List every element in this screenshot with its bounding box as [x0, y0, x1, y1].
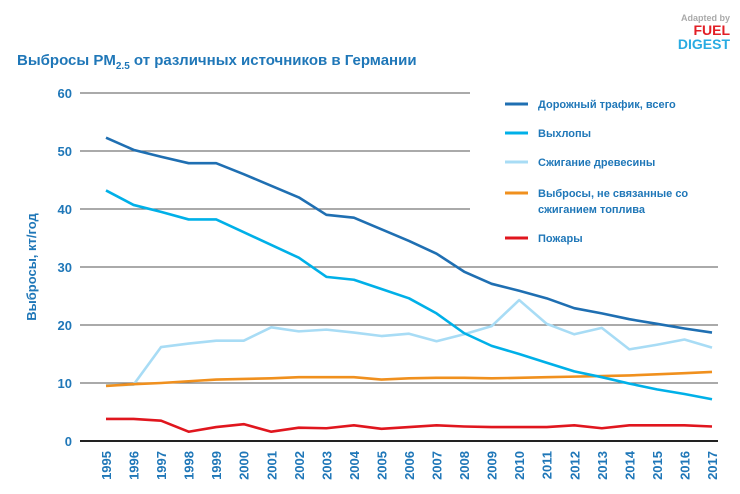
x-tick-label: 2006 [402, 451, 417, 480]
x-tick-label: 2000 [237, 451, 252, 480]
x-tick-label: 2010 [512, 451, 527, 480]
y-tick-label: 0 [65, 434, 72, 449]
x-tick-label: 2015 [650, 451, 665, 480]
x-tick-label: 2007 [430, 451, 445, 480]
legend-label: Выбросы, не связанные со [538, 188, 688, 200]
x-tick-label: 2004 [347, 450, 362, 480]
x-tick-label: 2013 [595, 451, 610, 480]
chart-title: Выбросы PM2.5 от различных источников в … [17, 52, 417, 72]
logo-fuel: FUEL [693, 22, 730, 38]
x-tick-label: 2003 [319, 451, 334, 480]
x-tick-label: 2011 [540, 451, 555, 479]
x-tick-label: 2005 [374, 451, 389, 480]
logo-adapted: Adapted by [680, 13, 730, 23]
x-tick-label: 2017 [705, 451, 720, 480]
y-tick-label: 20 [58, 318, 72, 333]
x-tick-label: 2012 [567, 451, 582, 480]
y-axis-label: Выбросы, кт/год [24, 212, 39, 320]
x-tick-label: 2001 [264, 451, 279, 480]
y-tick-label: 30 [58, 260, 72, 275]
x-tick-label: 2009 [485, 451, 500, 480]
series-line [105, 298, 713, 387]
series-line [106, 417, 713, 434]
y-tick-label: 60 [58, 86, 72, 101]
x-tick-label: 2014 [622, 450, 637, 480]
legend-label: Пожары [538, 233, 583, 245]
x-tick-label: 1999 [209, 451, 224, 480]
legend-label: Дорожный трафик, всего [538, 99, 676, 111]
fuel-digest-logo: Adapted by FUEL DIGEST [660, 13, 730, 52]
x-tick-label: 1998 [182, 451, 197, 480]
x-tick-label: 2016 [677, 451, 692, 480]
legend-label: Сжигание древесины [538, 157, 655, 169]
x-tick-label: 2008 [457, 451, 472, 480]
series-line [105, 370, 713, 388]
x-tick-label: 2002 [292, 451, 307, 480]
logo-digest: DIGEST [677, 36, 730, 52]
y-tick-label: 40 [58, 202, 72, 217]
y-tick-label: 10 [58, 376, 72, 391]
series-line [105, 189, 713, 401]
y-tick-label: 50 [58, 144, 72, 159]
x-tick-label: 1997 [154, 451, 169, 480]
x-tick-label: 1995 [99, 451, 114, 480]
series-line [105, 136, 713, 334]
legend-label: сжиганием топлива [538, 204, 646, 216]
x-tick-label: 1996 [127, 451, 142, 480]
legend-label: Выхлопы [538, 128, 591, 140]
